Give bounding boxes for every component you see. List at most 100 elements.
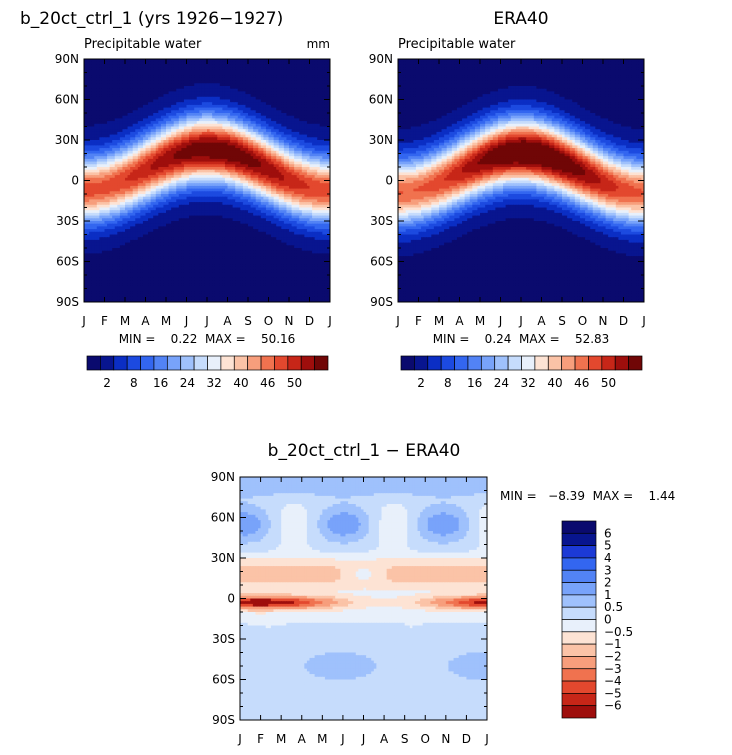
heatmap-cell xyxy=(309,150,313,155)
heatmap-cell xyxy=(196,188,200,192)
heatmap-cell xyxy=(107,126,111,130)
heatmap-cell xyxy=(109,175,113,179)
heatmap-cell xyxy=(140,161,144,165)
heatmap-cell xyxy=(240,185,244,190)
heatmap-cell xyxy=(301,69,305,74)
heatmap-cell xyxy=(268,91,272,95)
heatmap-cell xyxy=(94,156,98,160)
heatmap-cell xyxy=(158,102,162,106)
heatmap-cell xyxy=(276,83,280,87)
heatmap-cell xyxy=(230,77,234,82)
heatmap-cell xyxy=(283,131,288,136)
heatmap-cell xyxy=(319,59,323,63)
heatmap-cell xyxy=(299,156,303,160)
heatmap-cell xyxy=(322,153,326,157)
heatmap-cell xyxy=(312,142,316,146)
heatmap-cell xyxy=(150,167,154,171)
heatmap-cell xyxy=(322,118,326,122)
heatmap-cell xyxy=(163,137,167,141)
heatmap-cell xyxy=(219,61,223,65)
heatmap-cell xyxy=(122,86,126,90)
heatmap-cell xyxy=(309,102,313,106)
heatmap-cell xyxy=(258,91,262,95)
heatmap-cell xyxy=(181,107,185,111)
heatmap-cell xyxy=(117,102,121,106)
heatmap-cell xyxy=(84,123,88,128)
heatmap-cell xyxy=(160,175,165,179)
heatmap-cell xyxy=(263,107,267,111)
heatmap-cell xyxy=(104,161,108,165)
heatmap-cell xyxy=(296,134,300,138)
heatmap-cell xyxy=(168,137,172,141)
heatmap-cell xyxy=(263,153,267,157)
heatmap-cell xyxy=(204,102,208,106)
heatmap-cell xyxy=(312,153,316,157)
heatmap-cell xyxy=(130,169,134,173)
heatmap-cell xyxy=(294,110,298,114)
heatmap-cell xyxy=(119,59,124,63)
heatmap-cell xyxy=(224,153,229,157)
heatmap-cell xyxy=(306,153,311,157)
heatmap-cell xyxy=(209,80,213,84)
heatmap-cell xyxy=(273,102,277,106)
heatmap-cell xyxy=(217,177,221,182)
heatmap-cell xyxy=(317,80,321,84)
heatmap-cell xyxy=(183,88,188,92)
heatmap-cell xyxy=(166,99,170,103)
heatmap-cell xyxy=(189,61,193,65)
heatmap-cell xyxy=(201,153,206,157)
heatmap-cell xyxy=(253,183,257,187)
heatmap-cell xyxy=(273,172,277,176)
heatmap-cell xyxy=(324,77,329,82)
heatmap-cell xyxy=(158,188,162,192)
heatmap-cell xyxy=(230,69,234,74)
heatmap-cell xyxy=(130,67,134,71)
heatmap-cell xyxy=(122,150,126,155)
heatmap-cell xyxy=(122,175,126,179)
heatmap-cell xyxy=(104,75,108,79)
heatmap-cell xyxy=(248,196,252,200)
heatmap-cell xyxy=(322,185,326,190)
heatmap-cell xyxy=(209,72,213,76)
heatmap-cell xyxy=(240,88,244,92)
heatmap-cell xyxy=(94,107,98,111)
heatmap-cell xyxy=(127,102,131,106)
heatmap-cell xyxy=(327,131,330,136)
heatmap-cell xyxy=(255,169,259,173)
heatmap-cell xyxy=(153,164,157,168)
heatmap-cell xyxy=(99,59,103,63)
heatmap-cell xyxy=(181,137,185,141)
heatmap-cell xyxy=(306,161,311,165)
heatmap-cell xyxy=(248,118,252,122)
heatmap-cell xyxy=(176,169,180,173)
heatmap-cell xyxy=(166,104,170,109)
heatmap-cell xyxy=(250,59,254,63)
heatmap-cell xyxy=(207,185,211,190)
heatmap-cell xyxy=(199,83,203,87)
heatmap-cell xyxy=(219,167,223,171)
heatmap-cell xyxy=(127,153,131,157)
heatmap-cell xyxy=(240,91,244,95)
heatmap-cell xyxy=(317,169,321,173)
heatmap-cell xyxy=(299,123,303,128)
heatmap-cell xyxy=(227,175,231,179)
heatmap-cell xyxy=(112,161,116,165)
heatmap-cell xyxy=(268,113,272,117)
heatmap-cell xyxy=(112,113,116,117)
heatmap-cell xyxy=(160,131,165,136)
heatmap-cell xyxy=(242,102,247,106)
heatmap-cell xyxy=(107,80,111,84)
heatmap-cell xyxy=(237,148,241,152)
heatmap-cell xyxy=(273,167,277,171)
heatmap-cell xyxy=(317,107,321,111)
heatmap-cell xyxy=(168,72,172,76)
heatmap-cell xyxy=(258,77,262,82)
heatmap-cell xyxy=(194,67,198,71)
heatmap-cell xyxy=(142,80,147,84)
heatmap-cell xyxy=(255,129,259,133)
heatmap-cell xyxy=(94,77,98,82)
heatmap-cell xyxy=(263,134,267,138)
heatmap-cell xyxy=(232,88,236,92)
heatmap-cell xyxy=(250,185,254,190)
heatmap-cell xyxy=(281,118,285,122)
